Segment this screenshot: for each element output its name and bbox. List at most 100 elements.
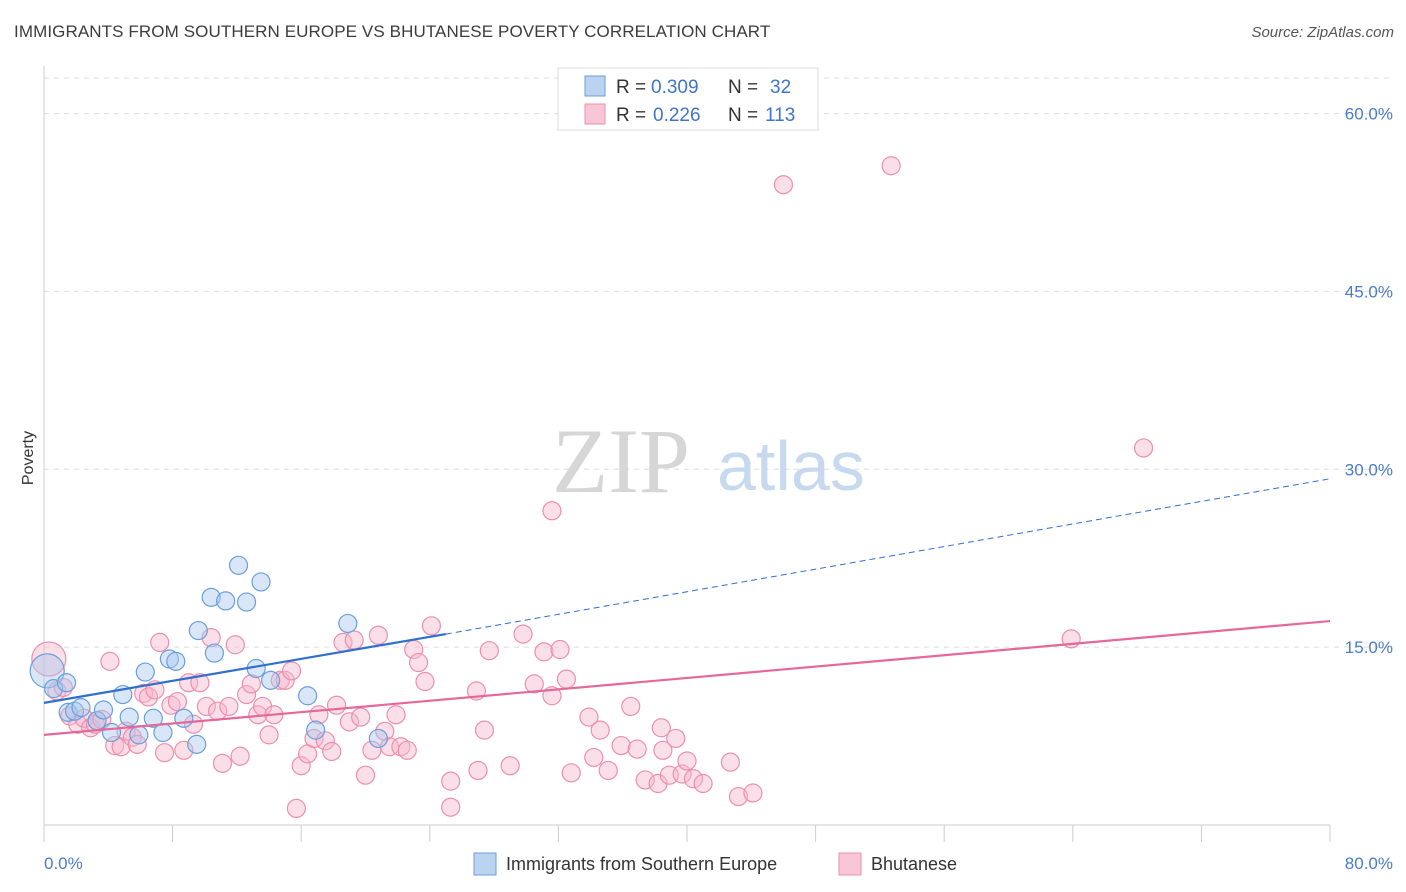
bhutanese-point <box>31 641 67 677</box>
bhutanese-point <box>474 720 495 740</box>
bhutanese-point <box>468 760 488 781</box>
southern-europe-point <box>135 662 155 682</box>
bhutanese-point <box>479 641 499 661</box>
bhutanese-point <box>386 705 406 725</box>
trend-lines <box>43 478 1331 736</box>
watermark-zip-text: ZIP <box>552 410 690 512</box>
source-label: Source: ZipAtlas.com <box>1251 24 1394 41</box>
bhutanese-point <box>196 696 216 717</box>
bhutanese-trend-line <box>43 619 1331 736</box>
legend-r-label-1: R = <box>616 77 646 98</box>
southern-europe-point <box>56 673 77 693</box>
southern-europe-point <box>166 651 186 671</box>
bhutanese-point <box>683 769 704 789</box>
southern-europe-point <box>101 722 122 743</box>
y-tick-label-1: 30.0% <box>1345 460 1393 479</box>
y-tick-labels: 15.0% 30.0% 45.0% 60.0% <box>1345 105 1393 658</box>
bhutanese-point <box>111 737 131 757</box>
bhutanese-point <box>291 756 311 776</box>
bhutanese-point <box>441 797 461 817</box>
bhutanese-point <box>309 705 329 725</box>
series-legend-label-pink: Bhutanese <box>871 854 957 874</box>
bhutanese-point <box>728 786 749 807</box>
series-legend-swatch-pink <box>838 852 862 876</box>
bhutanese-point <box>368 625 388 645</box>
bhutanese-point <box>550 639 570 660</box>
bhutanese-point <box>677 751 697 771</box>
bhutanese-point <box>666 728 686 749</box>
bhutanese-point <box>743 783 763 803</box>
bhutanese-point <box>339 712 360 732</box>
legend-n-label-1: N = <box>728 77 758 98</box>
bhutanese-point <box>275 670 295 690</box>
bhutanese-point <box>281 661 302 681</box>
legend-r-value-1: 0.309 <box>651 77 699 98</box>
southern-europe-point <box>201 587 221 607</box>
bhutanese-point <box>513 624 533 644</box>
bhutanese-point <box>611 735 631 756</box>
bhutanese-point <box>408 652 429 673</box>
bhutanese-point <box>286 798 306 819</box>
bhutanese-point <box>598 760 618 781</box>
bhutanese-point <box>627 739 647 759</box>
series-legend-swatch-blue <box>473 852 497 876</box>
bhutanese-point <box>421 616 442 636</box>
bhutanese-point <box>651 718 671 738</box>
y-tick-label-0: 15.0% <box>1345 638 1393 657</box>
bhutanese-point <box>397 740 417 760</box>
x-tick-label-max: 80.0% <box>1345 854 1393 873</box>
bhutanese-point <box>355 765 376 785</box>
y-tick-label-3: 60.0% <box>1345 105 1393 124</box>
bhutanese-point <box>219 696 239 717</box>
bhutanese-point <box>100 651 120 671</box>
bhutanese-point <box>693 773 713 794</box>
southern-europe-point <box>119 707 139 727</box>
bhutanese-points <box>31 156 1154 819</box>
bhutanese-point <box>190 673 210 693</box>
bhutanese-point <box>500 756 520 776</box>
bhutanese-point <box>542 501 562 521</box>
southern-europe-point <box>228 555 249 575</box>
bhutanese-point <box>236 684 257 705</box>
bhutanese-point <box>154 743 175 763</box>
southern-europe-point <box>261 670 281 690</box>
southern-europe-point <box>143 708 163 728</box>
legend-r-label-2: R = <box>616 105 646 126</box>
bhutanese-point <box>720 752 741 772</box>
y-axis-label: Poverty <box>20 431 37 485</box>
southern-europe-point <box>188 620 208 641</box>
bhutanese-point <box>556 669 577 689</box>
chart-title: IMMIGRANTS FROM SOUTHERN EUROPE VS BHUTA… <box>14 22 771 41</box>
bhutanese-point <box>225 635 245 655</box>
bhutanese-point <box>183 714 204 734</box>
southern-europe-trend-line <box>43 633 447 704</box>
bhutanese-point <box>167 692 188 712</box>
southern-europe-point <box>306 720 326 740</box>
bhutanese-point <box>1133 438 1154 458</box>
southern-europe-point <box>236 592 257 612</box>
x-tick-label-min: 0.0% <box>44 854 83 873</box>
bhutanese-point <box>351 707 371 727</box>
legend-swatch-blue <box>584 75 606 97</box>
bhutanese-point <box>259 725 279 745</box>
bhutanese-point <box>326 695 347 715</box>
southern-europe-point <box>174 708 194 728</box>
series-legend: Immigrants from Southern Europe Bhutanes… <box>473 852 957 876</box>
axes <box>43 66 1331 842</box>
bhutanese-point <box>653 740 673 760</box>
southern-europe-point <box>58 702 78 722</box>
bhutanese-point <box>241 674 261 694</box>
bhutanese-point <box>584 747 604 768</box>
bhutanese-point <box>561 763 581 783</box>
bhutanese-point <box>441 771 461 791</box>
bhutanese-point <box>230 746 250 766</box>
correlation-legend: R = 0.309 N = 32 R = 0.226 N = 113 <box>557 67 819 131</box>
southern-europe-point <box>71 698 91 718</box>
y-tick-label-2: 45.0% <box>1345 282 1393 301</box>
series-legend-label-blue: Immigrants from Southern Europe <box>506 854 777 874</box>
bhutanese-point <box>127 734 147 754</box>
southern-europe-point <box>153 722 173 743</box>
bhutanese-point <box>881 156 901 176</box>
bhutanese-point <box>150 632 170 653</box>
